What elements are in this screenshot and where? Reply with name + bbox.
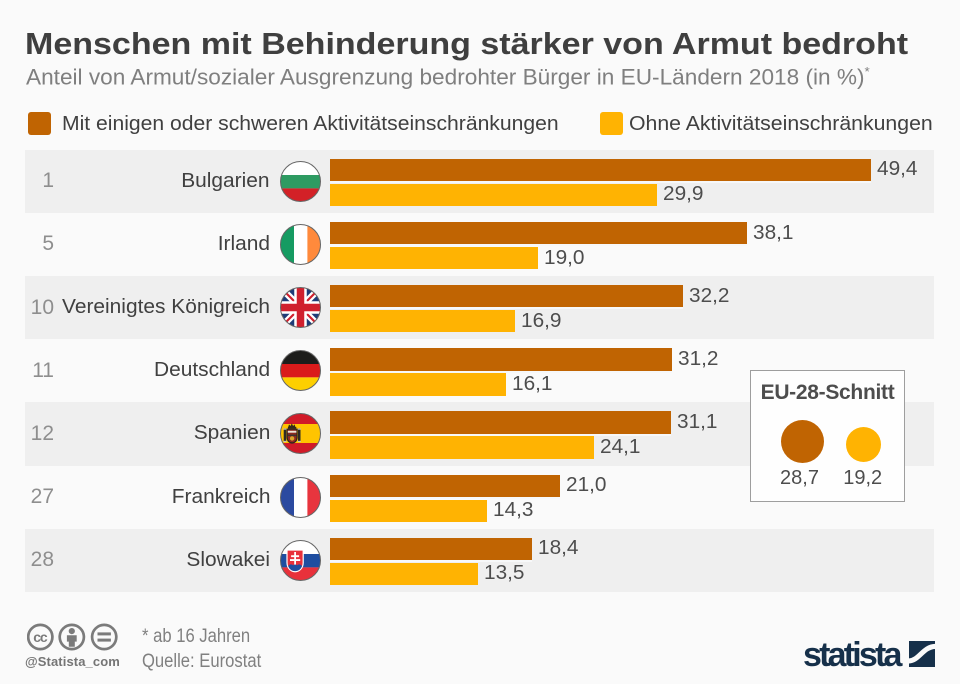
svg-text:cc: cc bbox=[33, 629, 48, 645]
